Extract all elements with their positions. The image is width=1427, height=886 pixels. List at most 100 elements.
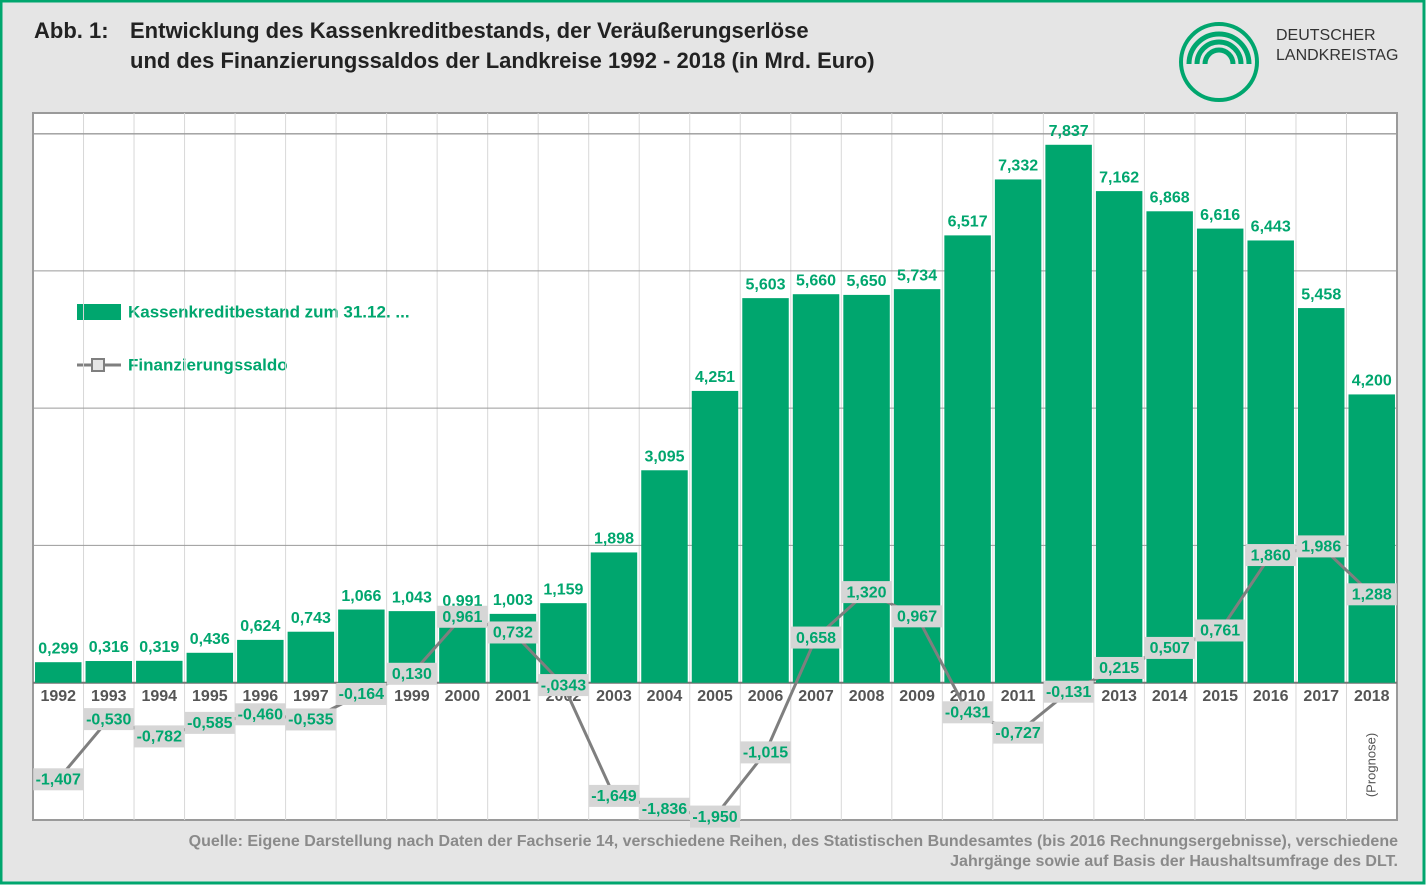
value-label: -1,015: [743, 745, 788, 762]
value-label: 1,159: [543, 581, 583, 598]
bar: [1196, 228, 1244, 683]
value-label: 1,043: [392, 589, 432, 606]
x-tick-label: 2008: [849, 688, 885, 705]
value-label: -0,530: [86, 711, 131, 728]
bar: [1095, 191, 1143, 683]
value-label-box: [1346, 583, 1397, 606]
value-label: 1,003: [493, 592, 533, 609]
value-label-box: [235, 703, 286, 726]
bar: [338, 609, 385, 683]
bar: [843, 294, 890, 683]
value-label: 0,507: [1150, 640, 1190, 657]
value-label: 3,095: [644, 448, 684, 465]
bar: [1146, 211, 1193, 683]
value-label-box: [386, 662, 437, 685]
value-label: 1,986: [1301, 539, 1341, 556]
value-label: 0,732: [493, 625, 533, 642]
value-label-box: [892, 605, 943, 628]
value-label: 0,624: [240, 618, 280, 635]
bar: [35, 662, 82, 683]
value-label: 5,660: [796, 272, 836, 289]
value-label: 5,458: [1301, 286, 1341, 303]
value-label: 1,860: [1251, 547, 1291, 564]
chart-title: Entwicklung des Kassenkreditbestands, de…: [130, 18, 809, 43]
logo-text: DEUTSCHER: [1276, 27, 1376, 44]
value-label: 4,200: [1352, 373, 1392, 390]
x-tick-label: 1994: [141, 688, 177, 705]
value-label: -0,460: [238, 707, 283, 724]
x-tick-label: 2014: [1152, 688, 1188, 705]
bar: [1297, 308, 1345, 683]
value-label: 0,658: [796, 630, 836, 647]
value-label: 0,215: [1099, 660, 1139, 677]
legend-swatch: [77, 304, 121, 320]
chart-label: Abb. 1:: [34, 18, 109, 43]
bar: [186, 652, 234, 683]
x-tick-label: 2001: [495, 688, 531, 705]
bar: [691, 390, 739, 683]
source: Jahrgänge sowie auf Basis der Haushaltsu…: [950, 853, 1398, 870]
value-label-box: [336, 682, 387, 705]
value-label-box: [791, 626, 842, 649]
bar: [742, 298, 789, 683]
bar: [287, 631, 335, 683]
x-tick-label: 1993: [91, 688, 127, 705]
value-label: 0,436: [190, 631, 230, 648]
x-tick-label: 2003: [596, 688, 632, 705]
bar: [944, 235, 991, 683]
value-label: 7,162: [1099, 169, 1139, 186]
value-label-box: [487, 621, 538, 644]
x-tick-label: 2007: [798, 688, 834, 705]
bar: [540, 603, 587, 683]
logo-text: LANDKREISTAG: [1276, 47, 1398, 64]
value-label-box: [538, 674, 589, 697]
value-label: -0,585: [187, 715, 232, 732]
value-label: 0,299: [38, 640, 78, 657]
logo-circle: [1179, 22, 1259, 102]
value-label: 7,332: [998, 158, 1038, 175]
logo: [1179, 22, 1259, 102]
value-label: 0,743: [291, 610, 331, 627]
x-tick-label: 1992: [40, 688, 76, 705]
value-label: 1,320: [847, 584, 887, 601]
value-label: 6,868: [1150, 190, 1190, 207]
value-label: 7,837: [1049, 123, 1089, 140]
source: Quelle: Eigene Darstellung nach Daten de…: [189, 833, 1398, 850]
value-label: -1,836: [642, 801, 687, 818]
value-label-box: [942, 701, 993, 724]
value-label: 1,288: [1352, 587, 1392, 604]
value-label-box: [83, 708, 134, 731]
value-label-box: [993, 721, 1044, 744]
value-label-box: [1043, 680, 1094, 703]
value-label-box: [33, 768, 84, 791]
x-tick-label: 2016: [1253, 688, 1289, 705]
bar: [1045, 144, 1092, 683]
value-label: -0,782: [137, 729, 182, 746]
value-label: 5,734: [897, 267, 937, 284]
value-label: 6,443: [1251, 219, 1291, 236]
value-label: 0,961: [442, 609, 482, 626]
value-label-box: [1094, 656, 1145, 679]
value-label: -,0343: [541, 677, 586, 694]
value-label: -0,727: [995, 725, 1040, 742]
value-label: 0,991: [442, 593, 482, 610]
value-label: 4,251: [695, 369, 735, 386]
bar: [1348, 394, 1395, 683]
value-label: 0,316: [89, 639, 129, 656]
legend-marker: [91, 358, 105, 372]
value-label: -1,950: [692, 809, 737, 826]
value-label: -1,407: [36, 772, 81, 789]
logo-arc: [1186, 31, 1252, 65]
x-tick-label: 1999: [394, 688, 430, 705]
x-tick-label: 2000: [445, 688, 481, 705]
x-tick-label: 2004: [647, 688, 683, 705]
value-label: -1,649: [591, 788, 636, 805]
x-tick-label: 2018: [1354, 688, 1390, 705]
bar: [641, 470, 688, 683]
annotation: (Prognose): [1363, 733, 1378, 797]
value-label-box: [437, 605, 488, 628]
x-tick-label: 2011: [1001, 688, 1036, 705]
bar: [1247, 240, 1294, 683]
value-label-box: [588, 784, 639, 807]
